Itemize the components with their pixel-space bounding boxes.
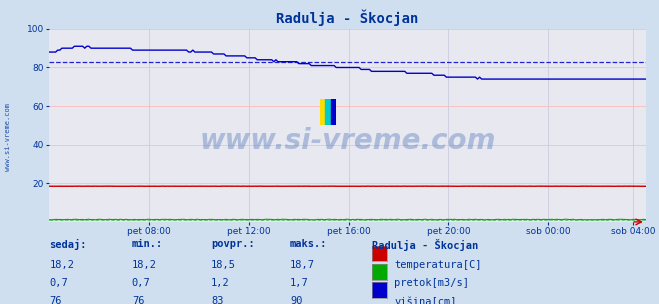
- Text: temperatura[C]: temperatura[C]: [394, 260, 482, 270]
- Text: pretok[m3/s]: pretok[m3/s]: [394, 278, 469, 288]
- Text: 90: 90: [290, 296, 302, 304]
- Text: min.:: min.:: [132, 239, 163, 249]
- Text: Radulja - Škocjan: Radulja - Škocjan: [372, 239, 478, 250]
- Text: www.si-vreme.com: www.si-vreme.com: [5, 103, 11, 171]
- Text: 18,2: 18,2: [49, 260, 74, 270]
- Text: 76: 76: [132, 296, 144, 304]
- Text: višina[cm]: višina[cm]: [394, 296, 457, 304]
- Text: povpr.:: povpr.:: [211, 239, 254, 249]
- Text: 83: 83: [211, 296, 223, 304]
- Text: 0,7: 0,7: [49, 278, 68, 288]
- Text: 18,5: 18,5: [211, 260, 236, 270]
- Text: sedaj:: sedaj:: [49, 239, 87, 250]
- Text: 0,7: 0,7: [132, 278, 150, 288]
- Text: www.si-vreme.com: www.si-vreme.com: [200, 127, 496, 155]
- Bar: [320, 99, 325, 125]
- Text: 1,7: 1,7: [290, 278, 308, 288]
- Title: Radulja - Škocjan: Radulja - Škocjan: [276, 10, 419, 26]
- Text: maks.:: maks.:: [290, 239, 328, 249]
- Text: 18,7: 18,7: [290, 260, 315, 270]
- Text: 1,2: 1,2: [211, 278, 229, 288]
- Text: 76: 76: [49, 296, 62, 304]
- Bar: [325, 99, 331, 125]
- Bar: [331, 99, 336, 125]
- Text: 18,2: 18,2: [132, 260, 157, 270]
